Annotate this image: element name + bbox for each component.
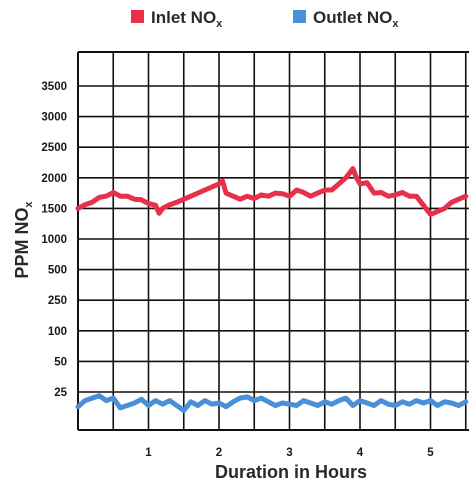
x-tick-label: 4 [357, 447, 364, 459]
y-tick-label: 2000 [41, 173, 67, 185]
x-tick-label: 2 [216, 447, 222, 459]
x-axis-ticks: 1 2 3 4 5 [145, 447, 434, 459]
legend-label-inlet: Inlet NOx [151, 8, 223, 30]
y-axis-ticks: 3500 3000 2500 2000 1500 1000 500 250 100 50 25 [41, 81, 67, 399]
legend-swatch-inlet [131, 10, 144, 23]
x-axis-title: Duration in Hours [215, 462, 367, 482]
legend: Inlet NOx Outlet NOx [131, 8, 399, 30]
x-tick-label: 5 [427, 447, 434, 459]
series-layer [75, 166, 469, 413]
x-tick-label: 3 [286, 447, 292, 459]
y-tick-label: 3000 [41, 112, 67, 124]
y-tick-label: 100 [48, 326, 67, 338]
y-tick-label: 500 [48, 265, 67, 277]
y-tick-label: 50 [54, 356, 67, 368]
series-line-inlet [75, 166, 469, 217]
grid [77, 51, 469, 431]
legend-swatch-outlet [293, 10, 306, 23]
y-tick-label: 250 [48, 295, 67, 307]
y-axis-title: PPM NOx [12, 201, 35, 279]
y-tick-label: 2500 [41, 142, 67, 154]
y-tick-label: 3500 [41, 81, 67, 93]
x-tick-label: 1 [145, 447, 152, 459]
legend-label-outlet: Outlet NOx [313, 8, 399, 30]
y-tick-label: 1500 [41, 203, 67, 215]
y-tick-label: 1000 [41, 234, 67, 246]
y-tick-label: 25 [54, 387, 67, 399]
series-line-outlet [75, 393, 469, 413]
